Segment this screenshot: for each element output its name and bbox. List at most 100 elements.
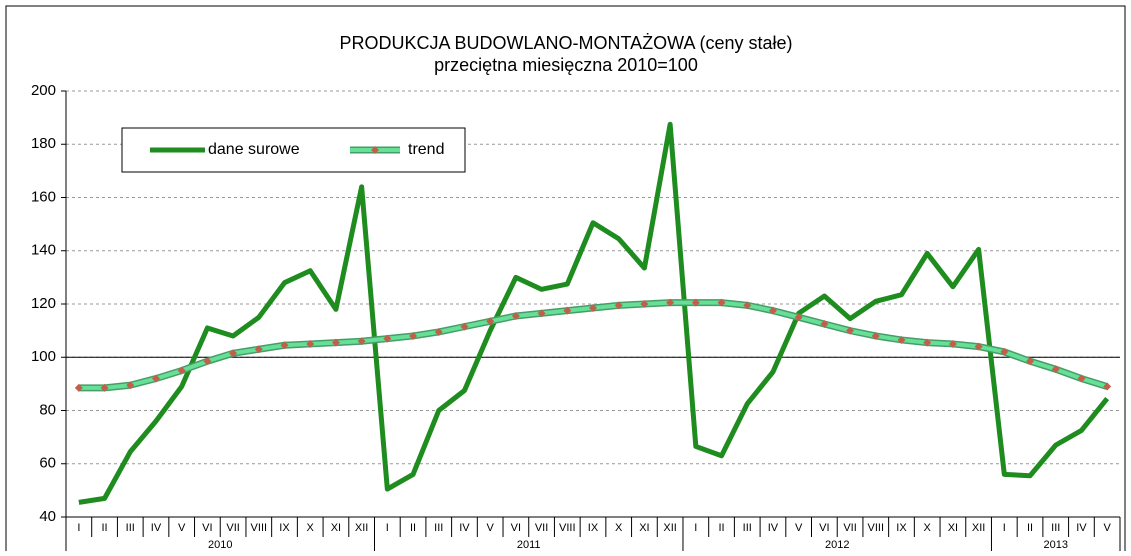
marker [614, 301, 623, 310]
x-tick-label: IX [279, 522, 290, 534]
year-label: 2011 [517, 539, 541, 551]
marker [280, 341, 289, 350]
frame [5, 5, 1126, 556]
x-tick-label: VIII [868, 522, 885, 534]
y-tick-label: 160 [31, 188, 56, 205]
marker [331, 338, 340, 347]
marker [383, 334, 392, 343]
legend-marker [371, 146, 379, 154]
marker [74, 383, 83, 392]
y-tick-label: 200 [31, 82, 56, 99]
marker [871, 331, 880, 340]
y-tick-label: 180 [31, 135, 56, 152]
marker [306, 339, 315, 348]
x-tick-label: XII [355, 522, 368, 534]
marker [357, 337, 366, 346]
x-tick-label: VIII [251, 522, 268, 534]
y-tick-label: 60 [39, 455, 56, 472]
x-tick-label: I [1003, 522, 1006, 534]
x-tick-label: X [615, 522, 623, 534]
marker [589, 303, 597, 312]
chart-title: PRODUKCJA BUDOWLANO-MONTAŻOWA (ceny stał… [339, 33, 792, 53]
x-tick-label: VI [202, 522, 212, 534]
chart-subtitle: przeciętna miesięczna 2010=100 [434, 55, 698, 75]
x-tick-label: VII [535, 522, 548, 534]
year-label: 2012 [825, 539, 849, 551]
x-tick-label: I [386, 522, 389, 534]
x-tick-label: I [694, 522, 697, 534]
marker [434, 327, 443, 336]
x-tick-label: V [178, 522, 186, 534]
x-tick-label: IV [151, 522, 162, 534]
marker [717, 298, 726, 307]
x-tick-label: II [1027, 522, 1033, 534]
marker [640, 300, 649, 308]
marker [100, 383, 109, 392]
y-tick-label: 40 [39, 508, 56, 525]
x-tick-label: XI [948, 522, 958, 534]
y-tick-label: 100 [31, 348, 56, 365]
marker [229, 349, 238, 358]
marker [743, 301, 752, 310]
x-tick-label: V [795, 522, 803, 534]
marker [460, 322, 469, 331]
marker [126, 381, 135, 390]
marker [1077, 374, 1086, 383]
marker [691, 298, 700, 307]
x-tick-label: II [101, 522, 107, 534]
marker [563, 306, 572, 315]
x-tick-label: VII [226, 522, 239, 534]
x-tick-label: IV [459, 522, 470, 534]
y-tick-label: 120 [31, 295, 56, 312]
marker [1051, 365, 1060, 374]
marker [948, 339, 957, 348]
x-tick-label: IX [896, 522, 907, 534]
x-tick-label: XI [639, 522, 649, 534]
marker [794, 313, 803, 322]
y-tick-label: 80 [39, 401, 56, 418]
x-tick-label: VI [511, 522, 521, 534]
x-tick-label: VIII [559, 522, 576, 534]
y-tick-label: 140 [31, 242, 56, 259]
marker [203, 357, 212, 366]
x-tick-label: XII [663, 522, 676, 534]
marker [666, 298, 675, 307]
marker [254, 345, 263, 354]
x-tick-label: III [126, 522, 135, 534]
x-tick-label: XI [331, 522, 341, 534]
marker [897, 335, 906, 344]
x-tick-label: I [77, 522, 80, 534]
marker [409, 331, 418, 340]
x-tick-label: III [434, 522, 443, 534]
x-tick-label: X [924, 522, 932, 534]
legend [121, 127, 466, 173]
x-tick-label: V [486, 522, 494, 534]
marker [1103, 382, 1112, 391]
x-tick-label: V [1103, 522, 1111, 534]
x-tick-label: IX [588, 522, 599, 534]
line [78, 121, 1110, 505]
marker [974, 342, 983, 351]
marker [846, 326, 855, 335]
marker [820, 319, 829, 328]
x-tick-label: XII [972, 522, 985, 534]
marker [1000, 347, 1009, 356]
x-tick-label: IV [768, 522, 779, 534]
legend-label: trend [408, 141, 444, 158]
marker [486, 317, 495, 326]
marker [768, 306, 777, 315]
marker [177, 366, 186, 375]
x-tick-label: IV [1076, 522, 1087, 534]
x-tick-label: VII [843, 522, 856, 534]
marker [1026, 357, 1035, 366]
marker [511, 311, 520, 320]
legend-label: dane surowe [208, 141, 300, 158]
x-tick-label: II [410, 522, 416, 534]
x-tick-label: II [718, 522, 724, 534]
year-label: 2010 [208, 539, 232, 551]
x-tick-label: III [1051, 522, 1060, 534]
year-label: 2013 [1043, 539, 1067, 551]
marker [537, 309, 546, 318]
marker [923, 338, 932, 347]
